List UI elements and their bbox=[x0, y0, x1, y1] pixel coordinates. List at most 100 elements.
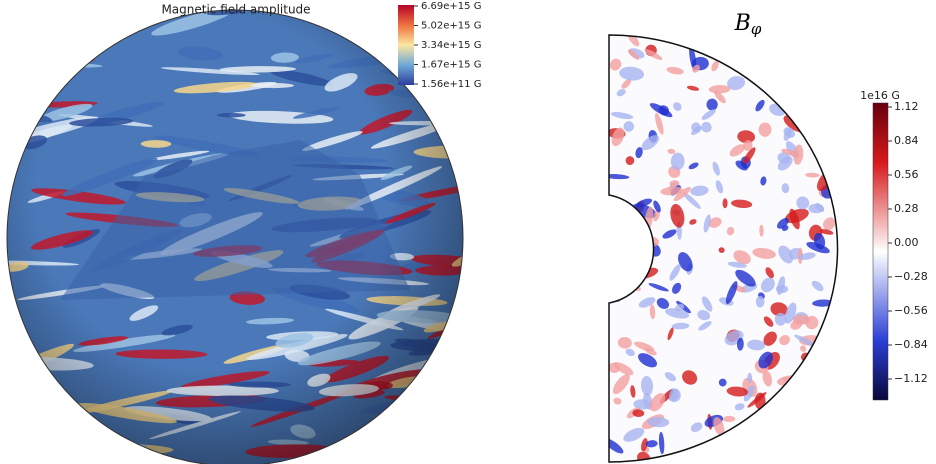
colorbar-tick-label: 1.67e+15 G bbox=[421, 60, 481, 71]
colorbar-tick-label: −0.56 bbox=[894, 304, 928, 317]
blob bbox=[747, 339, 766, 351]
blob bbox=[758, 122, 772, 137]
blob bbox=[769, 83, 780, 92]
colorbar-tick-label: 0.84 bbox=[894, 134, 919, 147]
blob bbox=[823, 80, 838, 91]
blob bbox=[763, 37, 779, 46]
blob bbox=[612, 374, 630, 395]
blob bbox=[763, 316, 774, 327]
blob bbox=[617, 336, 632, 349]
blob bbox=[673, 102, 682, 111]
blob bbox=[682, 192, 701, 209]
colorbar-tick-label: 0.28 bbox=[894, 202, 919, 215]
blob bbox=[816, 384, 828, 395]
blob bbox=[682, 370, 698, 385]
blob bbox=[747, 392, 767, 408]
blob bbox=[805, 315, 819, 330]
stripe bbox=[62, 14, 138, 32]
stripe bbox=[7, 381, 61, 404]
colorbar-tick-label: 1.12 bbox=[894, 100, 919, 113]
blob bbox=[635, 198, 653, 208]
colorbar-tick-label: 3.34e+15 G bbox=[421, 40, 481, 51]
blob bbox=[790, 445, 798, 455]
blob bbox=[762, 370, 773, 387]
blob bbox=[760, 277, 775, 293]
blob bbox=[715, 180, 724, 194]
blob bbox=[733, 250, 751, 265]
blob bbox=[664, 372, 677, 382]
blob bbox=[622, 276, 641, 291]
blob bbox=[815, 429, 824, 439]
blob bbox=[781, 183, 790, 194]
blob bbox=[821, 383, 835, 403]
blob bbox=[645, 440, 658, 448]
blob bbox=[660, 186, 684, 196]
blob bbox=[630, 385, 636, 398]
stripe bbox=[34, 51, 61, 64]
blob bbox=[634, 341, 655, 352]
blob bbox=[755, 99, 765, 112]
stripe bbox=[45, 430, 116, 436]
blob bbox=[623, 427, 645, 442]
blob bbox=[690, 185, 709, 197]
blob bbox=[619, 66, 645, 81]
blob bbox=[628, 259, 640, 270]
blob bbox=[618, 255, 626, 263]
blob bbox=[759, 428, 771, 448]
blob bbox=[735, 160, 748, 171]
blob bbox=[798, 252, 816, 260]
blob bbox=[812, 89, 823, 100]
blob bbox=[722, 198, 728, 209]
blob bbox=[649, 304, 656, 320]
blob bbox=[688, 162, 699, 170]
blob bbox=[798, 97, 810, 110]
blob bbox=[777, 156, 793, 171]
blob bbox=[790, 415, 797, 427]
blob bbox=[703, 214, 711, 233]
blob bbox=[701, 121, 712, 133]
blob bbox=[670, 203, 685, 228]
blob bbox=[666, 66, 684, 75]
stripe bbox=[7, 427, 35, 435]
stripe bbox=[7, 120, 30, 130]
colorbar-ticks: 6.69e+15 G 5.02e+15 G 3.34e+15 G 1.67e+15 G… bbox=[414, 1, 481, 90]
blob bbox=[735, 269, 756, 287]
blob bbox=[734, 403, 745, 411]
title-symbol: B bbox=[734, 11, 751, 36]
blob bbox=[765, 267, 774, 279]
blob bbox=[729, 144, 746, 157]
colorbar-tick-label: 6.69e+15 G bbox=[421, 1, 481, 12]
blob bbox=[805, 67, 821, 82]
stripe bbox=[7, 21, 56, 40]
blob bbox=[665, 308, 690, 319]
blob bbox=[638, 353, 658, 368]
blob bbox=[624, 232, 639, 247]
blob bbox=[701, 296, 713, 312]
blob bbox=[811, 280, 824, 292]
blob bbox=[669, 264, 681, 281]
colorbar-tick-label: −0.84 bbox=[894, 338, 928, 351]
blob bbox=[819, 229, 834, 235]
stripe bbox=[17, 48, 80, 64]
blob bbox=[790, 320, 803, 330]
blob bbox=[820, 328, 838, 342]
blob bbox=[823, 217, 836, 231]
blob bbox=[672, 282, 682, 294]
blob bbox=[783, 128, 792, 141]
sphere-render bbox=[6, 9, 464, 464]
blob bbox=[625, 264, 634, 275]
blob bbox=[774, 312, 787, 326]
blob bbox=[709, 442, 715, 453]
blob bbox=[713, 417, 725, 436]
blob bbox=[711, 61, 719, 72]
colorbar bbox=[872, 102, 889, 401]
blob bbox=[727, 75, 746, 91]
blob bbox=[727, 261, 747, 268]
blob bbox=[635, 147, 643, 159]
blob bbox=[678, 252, 693, 272]
blob bbox=[736, 337, 744, 351]
blob bbox=[708, 217, 722, 228]
blob bbox=[813, 232, 826, 250]
blob bbox=[609, 362, 620, 373]
